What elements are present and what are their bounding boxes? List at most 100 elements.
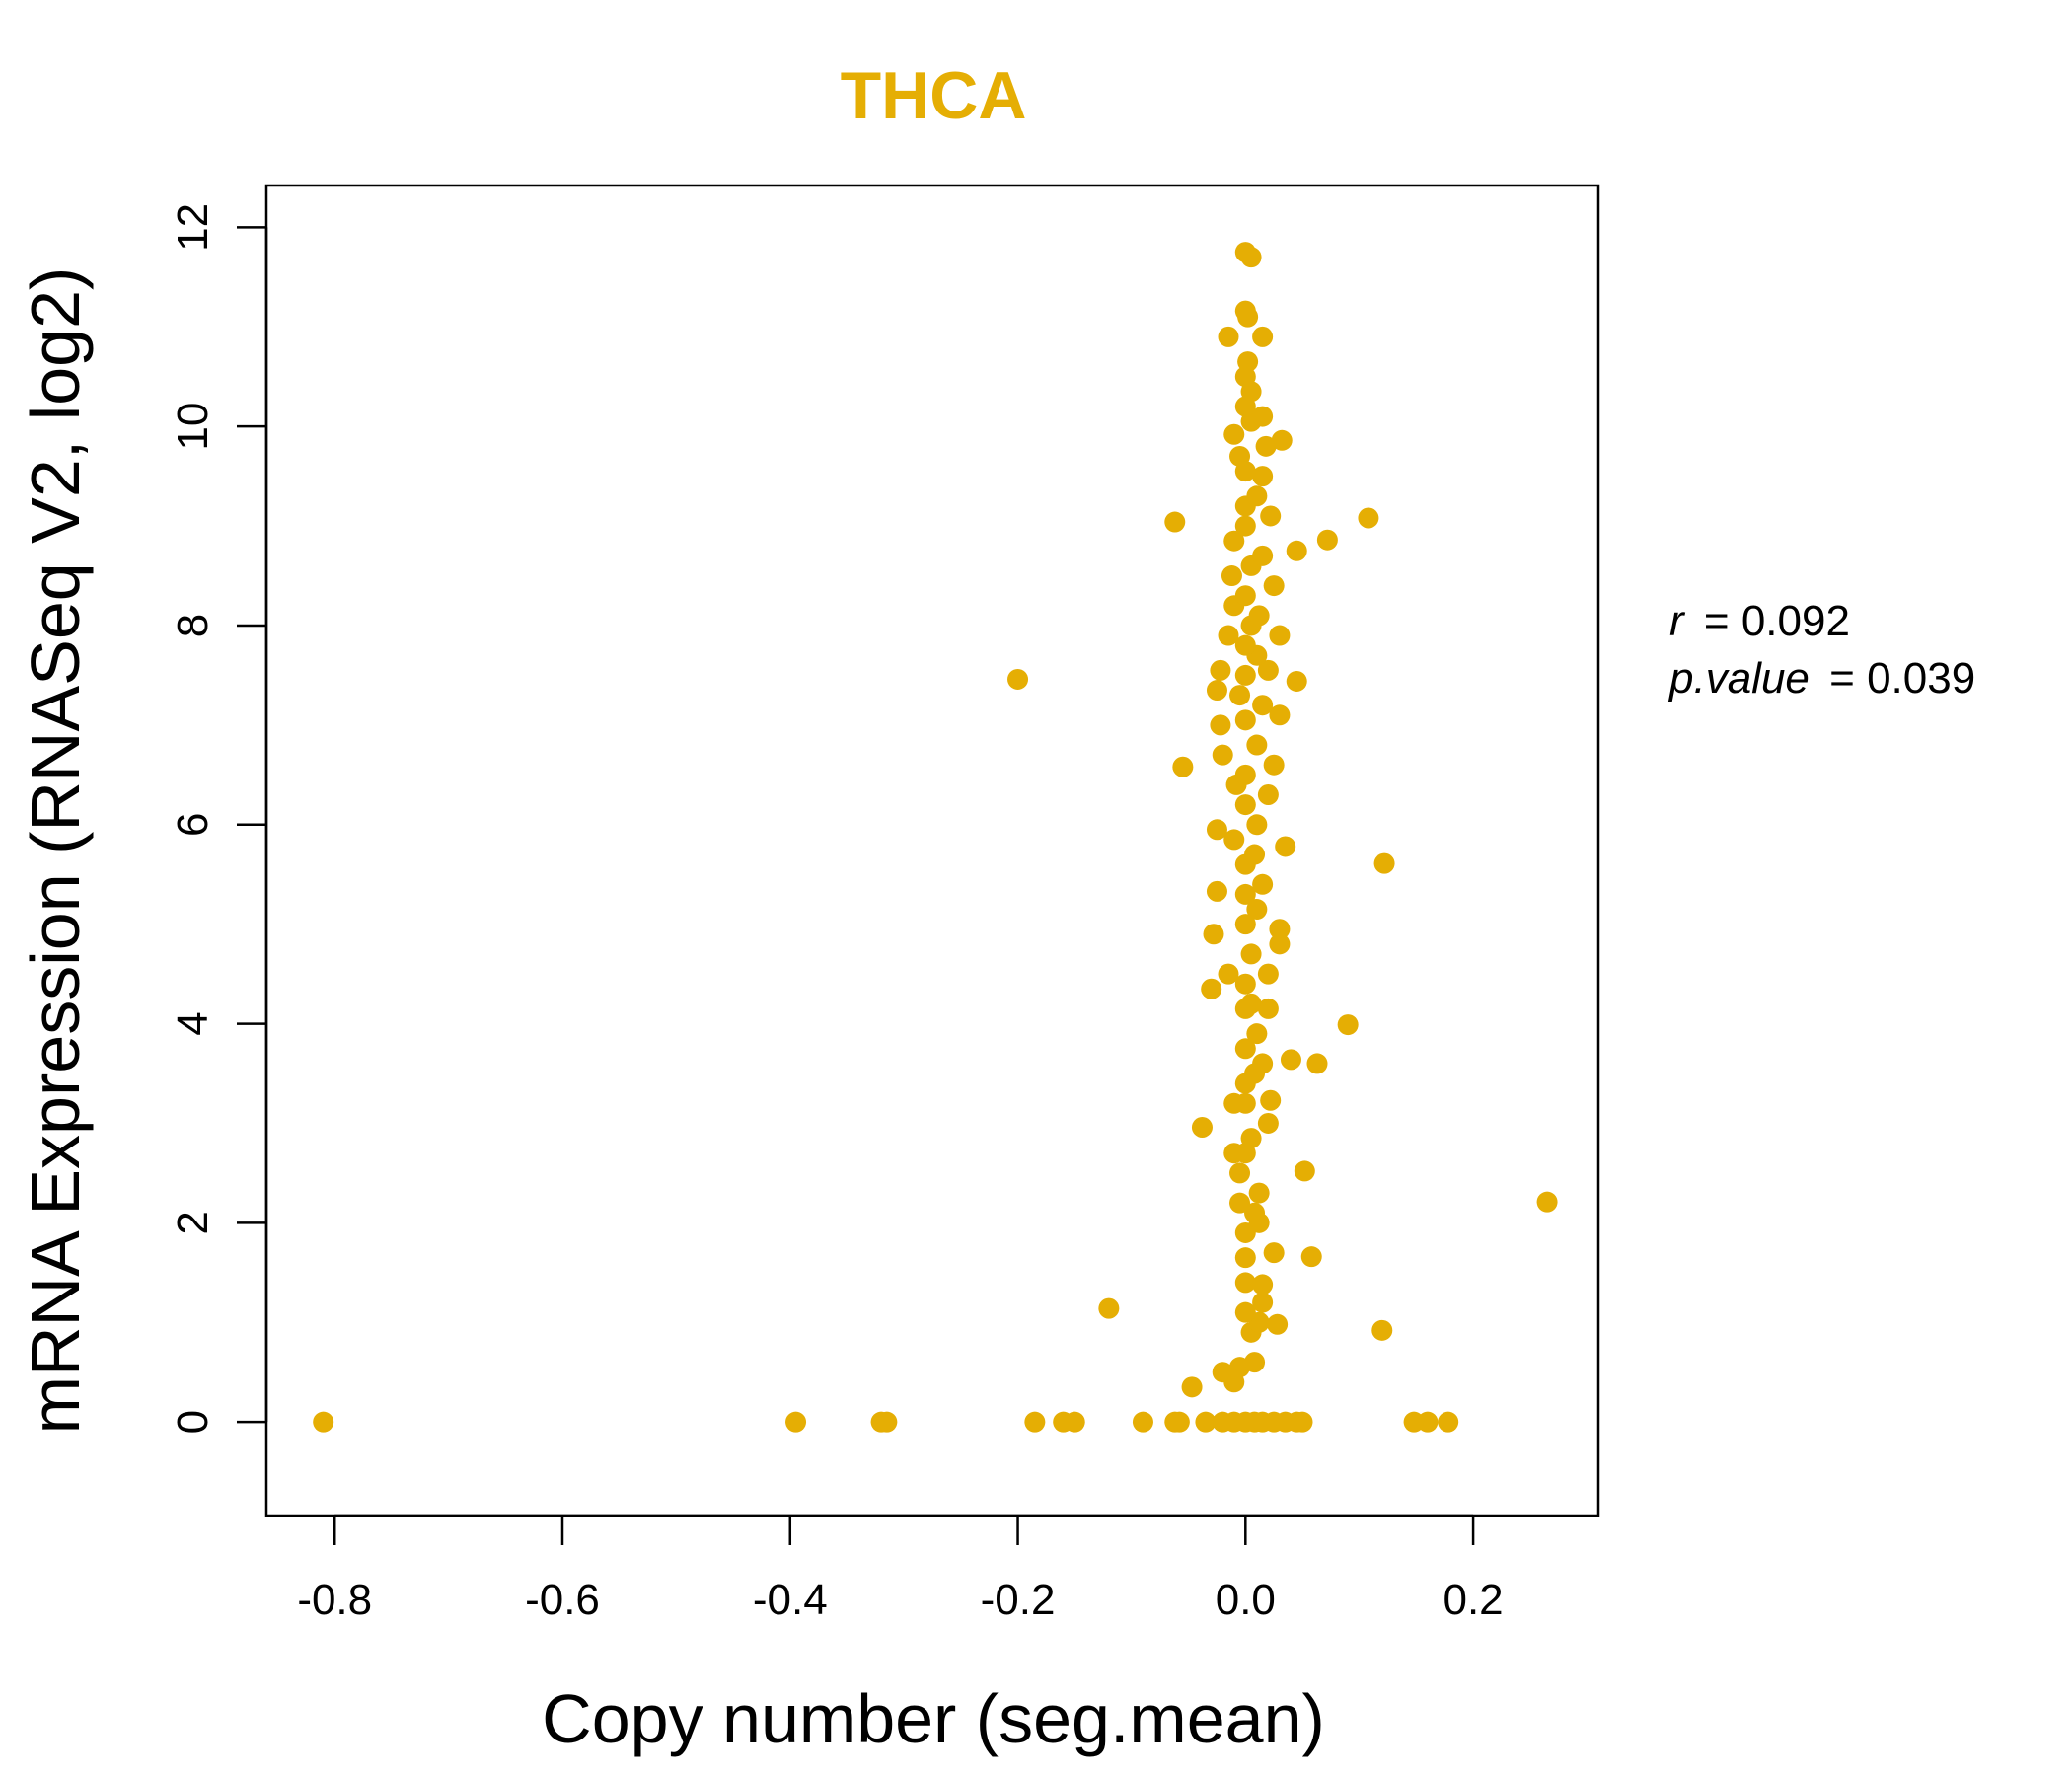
data-point	[1234, 1038, 1256, 1060]
data-point	[1252, 466, 1274, 487]
data-point	[1024, 1411, 1046, 1433]
data-points	[313, 242, 1558, 1433]
x-tick-label: -0.2	[981, 1576, 1056, 1624]
data-point	[1246, 734, 1268, 756]
data-point	[1234, 1247, 1256, 1269]
data-point	[1271, 429, 1293, 451]
data-point	[1371, 1319, 1393, 1341]
data-point	[1206, 819, 1227, 841]
data-point	[1292, 1411, 1313, 1433]
data-point	[1280, 1049, 1301, 1071]
r-value: 0.092	[1741, 597, 1850, 645]
data-point	[1223, 1092, 1245, 1114]
data-point	[1438, 1411, 1459, 1433]
data-point	[1252, 406, 1274, 427]
data-point	[1218, 625, 1239, 646]
data-point	[1234, 515, 1256, 537]
data-point	[1237, 351, 1259, 373]
y-tick-label: 10	[169, 403, 217, 451]
data-point	[1257, 659, 1279, 681]
data-point	[1212, 744, 1233, 766]
data-point	[1218, 326, 1239, 347]
data-point	[1244, 1352, 1266, 1373]
data-point	[1269, 919, 1291, 940]
data-point	[1223, 829, 1245, 851]
data-point	[1234, 709, 1256, 731]
data-point	[1164, 511, 1186, 533]
x-tick-label: -0.4	[753, 1576, 828, 1624]
data-point	[1255, 435, 1277, 457]
data-point	[1316, 529, 1338, 551]
data-point	[1234, 794, 1256, 816]
data-point	[1257, 998, 1279, 1019]
data-point	[1234, 973, 1256, 995]
data-point	[785, 1411, 807, 1433]
data-point	[1248, 605, 1270, 627]
y-tick-label: 2	[169, 1211, 217, 1234]
data-point	[1229, 445, 1251, 467]
data-point	[1244, 844, 1266, 865]
data-point	[1246, 814, 1268, 836]
data-point	[1210, 659, 1231, 681]
data-point	[1252, 1053, 1274, 1074]
data-point	[1252, 695, 1274, 716]
data-point	[1246, 1023, 1268, 1045]
chart-title: THCA	[841, 58, 1027, 133]
y-tick-label: 12	[169, 203, 217, 252]
data-point	[1206, 880, 1227, 902]
data-point	[1246, 485, 1268, 507]
data-point	[1234, 300, 1256, 322]
data-point	[1263, 575, 1285, 597]
data-point	[1267, 1313, 1289, 1335]
r-label: r	[1669, 597, 1686, 645]
data-point	[1240, 247, 1262, 268]
data-point	[1229, 1192, 1251, 1214]
data-point	[1201, 978, 1222, 999]
data-point	[1234, 764, 1256, 785]
data-point	[1234, 664, 1256, 686]
data-point	[1098, 1297, 1120, 1319]
data-point	[1536, 1191, 1558, 1213]
y-tick-label: 4	[169, 1011, 217, 1035]
data-point	[1229, 685, 1251, 706]
p-value-label: p.value	[1667, 654, 1810, 703]
data-point	[1240, 943, 1262, 965]
p-value-value: 0.039	[1867, 654, 1975, 703]
data-point	[1358, 507, 1379, 529]
data-point	[1252, 326, 1274, 347]
y-tick-label: 8	[169, 614, 217, 637]
data-point	[876, 1411, 898, 1433]
svg-text:r = 0.092: r = 0.092	[1669, 597, 1850, 645]
y-tick-label: 0	[169, 1410, 217, 1434]
data-point	[313, 1411, 334, 1433]
data-point	[1234, 1272, 1256, 1294]
data-point	[1223, 1143, 1245, 1164]
data-point	[1286, 540, 1307, 561]
data-point	[1252, 1274, 1274, 1295]
plot-area	[264, 184, 1600, 1517]
data-point	[1263, 1242, 1285, 1264]
y-axis-title: mRNA Expression (RNASeq V2, log2)	[17, 267, 94, 1435]
data-point	[1263, 754, 1285, 776]
data-point	[1234, 914, 1256, 935]
y-tick-label: 6	[169, 813, 217, 837]
data-point	[1252, 873, 1274, 895]
data-point	[1269, 704, 1291, 726]
data-point	[1203, 924, 1224, 945]
data-point	[1212, 1362, 1233, 1383]
data-point	[1172, 756, 1194, 777]
data-point	[1417, 1411, 1439, 1433]
data-point	[1337, 1014, 1359, 1036]
x-axis-title: Copy number (seg.mean)	[542, 1680, 1325, 1757]
data-point	[1257, 1112, 1279, 1134]
data-point	[1234, 1301, 1256, 1323]
correlation-annotation: r = 0.092 p.value = 0.039	[1667, 597, 1975, 703]
data-point	[1373, 852, 1395, 874]
data-point	[1210, 714, 1231, 736]
data-point	[1260, 1089, 1282, 1111]
data-point	[1248, 1182, 1270, 1204]
data-point	[1234, 883, 1256, 905]
data-point	[1181, 1376, 1203, 1398]
data-point	[1252, 1292, 1274, 1313]
data-point	[1221, 565, 1242, 587]
